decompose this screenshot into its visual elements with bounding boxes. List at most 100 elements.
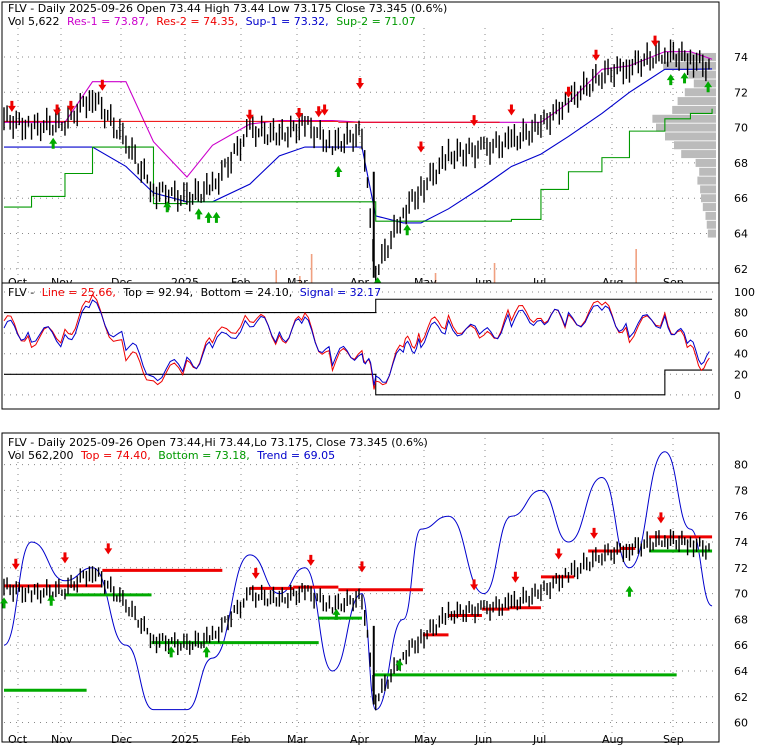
y-tick-label: 72: [734, 562, 748, 575]
x-tick-label: Jul: [532, 733, 546, 745]
y-tick-label: 80: [734, 307, 748, 320]
sell-arrow: [656, 512, 665, 524]
trend-x-axis: Oct Nov Dec 2025 Feb Mar Apr May Jun Jul Aug Sep: [8, 733, 684, 745]
y-tick-label: 20: [734, 368, 748, 381]
y-tick-label: 70: [734, 588, 748, 601]
y-tick-label: 62: [734, 691, 748, 704]
trend-legend-line2: Vol 562,200 Top = 74.40, Bottom = 73.18,…: [8, 449, 335, 462]
trend-y-axis: 60 62 64 66 68 70 72 74 76 78 80: [734, 459, 748, 730]
y-tick-label: 76: [734, 510, 748, 523]
buy-arrow: [167, 646, 176, 658]
stoch-signal-legend: Signal = 32.17: [300, 286, 382, 299]
y-tick-label: 78: [734, 484, 748, 497]
y-tick-label: 60: [734, 717, 748, 730]
y-tick-label: 40: [734, 348, 748, 361]
volume-profile-bar: [665, 132, 716, 141]
stochastic-series: [3, 293, 713, 396]
sell-arrow: [564, 86, 573, 98]
sell-arrow: [60, 552, 69, 564]
x-tick-label: 2025: [171, 733, 199, 745]
y-tick-label: 64: [734, 228, 748, 241]
trend-legend-line1: FLV - Daily 2025-09-26 Open 73.44,Hi 73.…: [8, 436, 428, 449]
buy-arrow: [202, 646, 211, 658]
buy-arrow: [49, 137, 58, 149]
y-tick-label: 72: [734, 86, 748, 99]
x-tick-label: Dec: [111, 733, 132, 745]
y-tick-label: 70: [734, 122, 748, 135]
sell-arrow: [356, 77, 364, 89]
buy-arrow: [625, 585, 634, 597]
sell-arrow: [554, 548, 563, 560]
buy-arrow: [204, 211, 213, 223]
trend-top-legend: Top = 74.40,: [80, 449, 151, 462]
x-tick-label: Mar: [287, 733, 308, 745]
sell-arrow: [295, 108, 304, 119]
volume-profile-bar: [677, 97, 716, 106]
volume-bar: [310, 254, 313, 296]
buy-arrow: [334, 165, 343, 177]
stochastic-y-axis: 0 20 40 60 80 100: [734, 286, 755, 402]
sell-arrow: [11, 558, 20, 570]
sup2-legend: Sup-2 = 71.07: [336, 15, 416, 28]
price-panel-frame: [1, 1, 720, 298]
x-tick-label: Nov: [51, 733, 73, 745]
volume-profile-bar: [674, 141, 716, 150]
y-tick-label: 68: [734, 613, 748, 626]
price-legend-line2: Vol 5,622 Res-1 = 73.87, Res-2 = 74.35, …: [8, 15, 416, 28]
volume-legend: Vol 5,622: [8, 15, 59, 28]
sell-arrow: [98, 79, 107, 91]
sup2-line: [4, 108, 713, 222]
stoch-top-legend: Top = 92.94,: [122, 286, 193, 299]
stoch-signal-line: [3, 299, 710, 386]
volume-profile-bar: [656, 123, 716, 132]
y-tick-label: 74: [734, 536, 748, 549]
volume-profile-bar: [681, 150, 716, 159]
volume-profile-bar: [663, 61, 716, 70]
x-tick-label: Jun: [474, 733, 492, 745]
y-tick-label: 0: [734, 389, 741, 402]
y-tick-label: 68: [734, 157, 748, 170]
sup1-line: [4, 68, 713, 224]
buy-arrow: [47, 594, 56, 606]
sell-arrow: [245, 109, 254, 121]
price-legend-line1: FLV - Daily 2025-09-26 Open 73.44 High 7…: [8, 2, 447, 15]
volume-profile-bar: [684, 88, 716, 97]
trend-line-legend: Trend = 69.05: [256, 449, 335, 462]
buy-arrow: [680, 72, 689, 84]
volume-bar: [493, 263, 496, 296]
volume-profile-bar: [706, 220, 716, 229]
trend-panel-frame: [1, 432, 720, 743]
sell-arrow: [104, 543, 113, 555]
x-tick-label: Sep: [663, 733, 684, 745]
stochastic-legend: FLV - Line = 25.66, Top = 92.94, Bottom …: [8, 286, 381, 299]
buy-arrow: [704, 81, 713, 93]
sell-arrow: [306, 554, 315, 566]
price-panel-grid: [4, 28, 716, 283]
res1-legend: Res-1 = 73.87,: [67, 15, 149, 28]
sell-arrow: [320, 104, 329, 116]
sell-arrow: [66, 100, 75, 112]
sell-arrow: [651, 35, 660, 47]
stoch-bottom-legend: Bottom = 24.10,: [201, 286, 293, 299]
y-tick-label: 60: [734, 327, 748, 340]
sell-arrow: [592, 49, 601, 61]
x-tick-label: May: [414, 733, 437, 745]
buy-arrow: [403, 224, 412, 236]
sell-arrow: [511, 571, 520, 583]
volume-profile-bar: [693, 79, 716, 88]
volume-profile-bar: [701, 194, 716, 203]
sup1-legend: Sup-1 = 73.32,: [246, 15, 329, 28]
buy-arrow: [395, 659, 404, 671]
x-tick-label: Apr: [350, 733, 370, 745]
volume-profile-bar: [700, 185, 716, 194]
price-bars: [3, 39, 710, 288]
y-tick-label: 64: [734, 665, 748, 678]
x-tick-label: Oct: [8, 733, 28, 745]
volume-profile-bar: [699, 167, 716, 176]
y-tick-label: 80: [734, 459, 748, 472]
y-tick-label: 66: [734, 192, 748, 205]
sell-arrow: [7, 100, 16, 112]
x-tick-label: Feb: [231, 733, 250, 745]
volume-profile-bar: [695, 158, 716, 167]
